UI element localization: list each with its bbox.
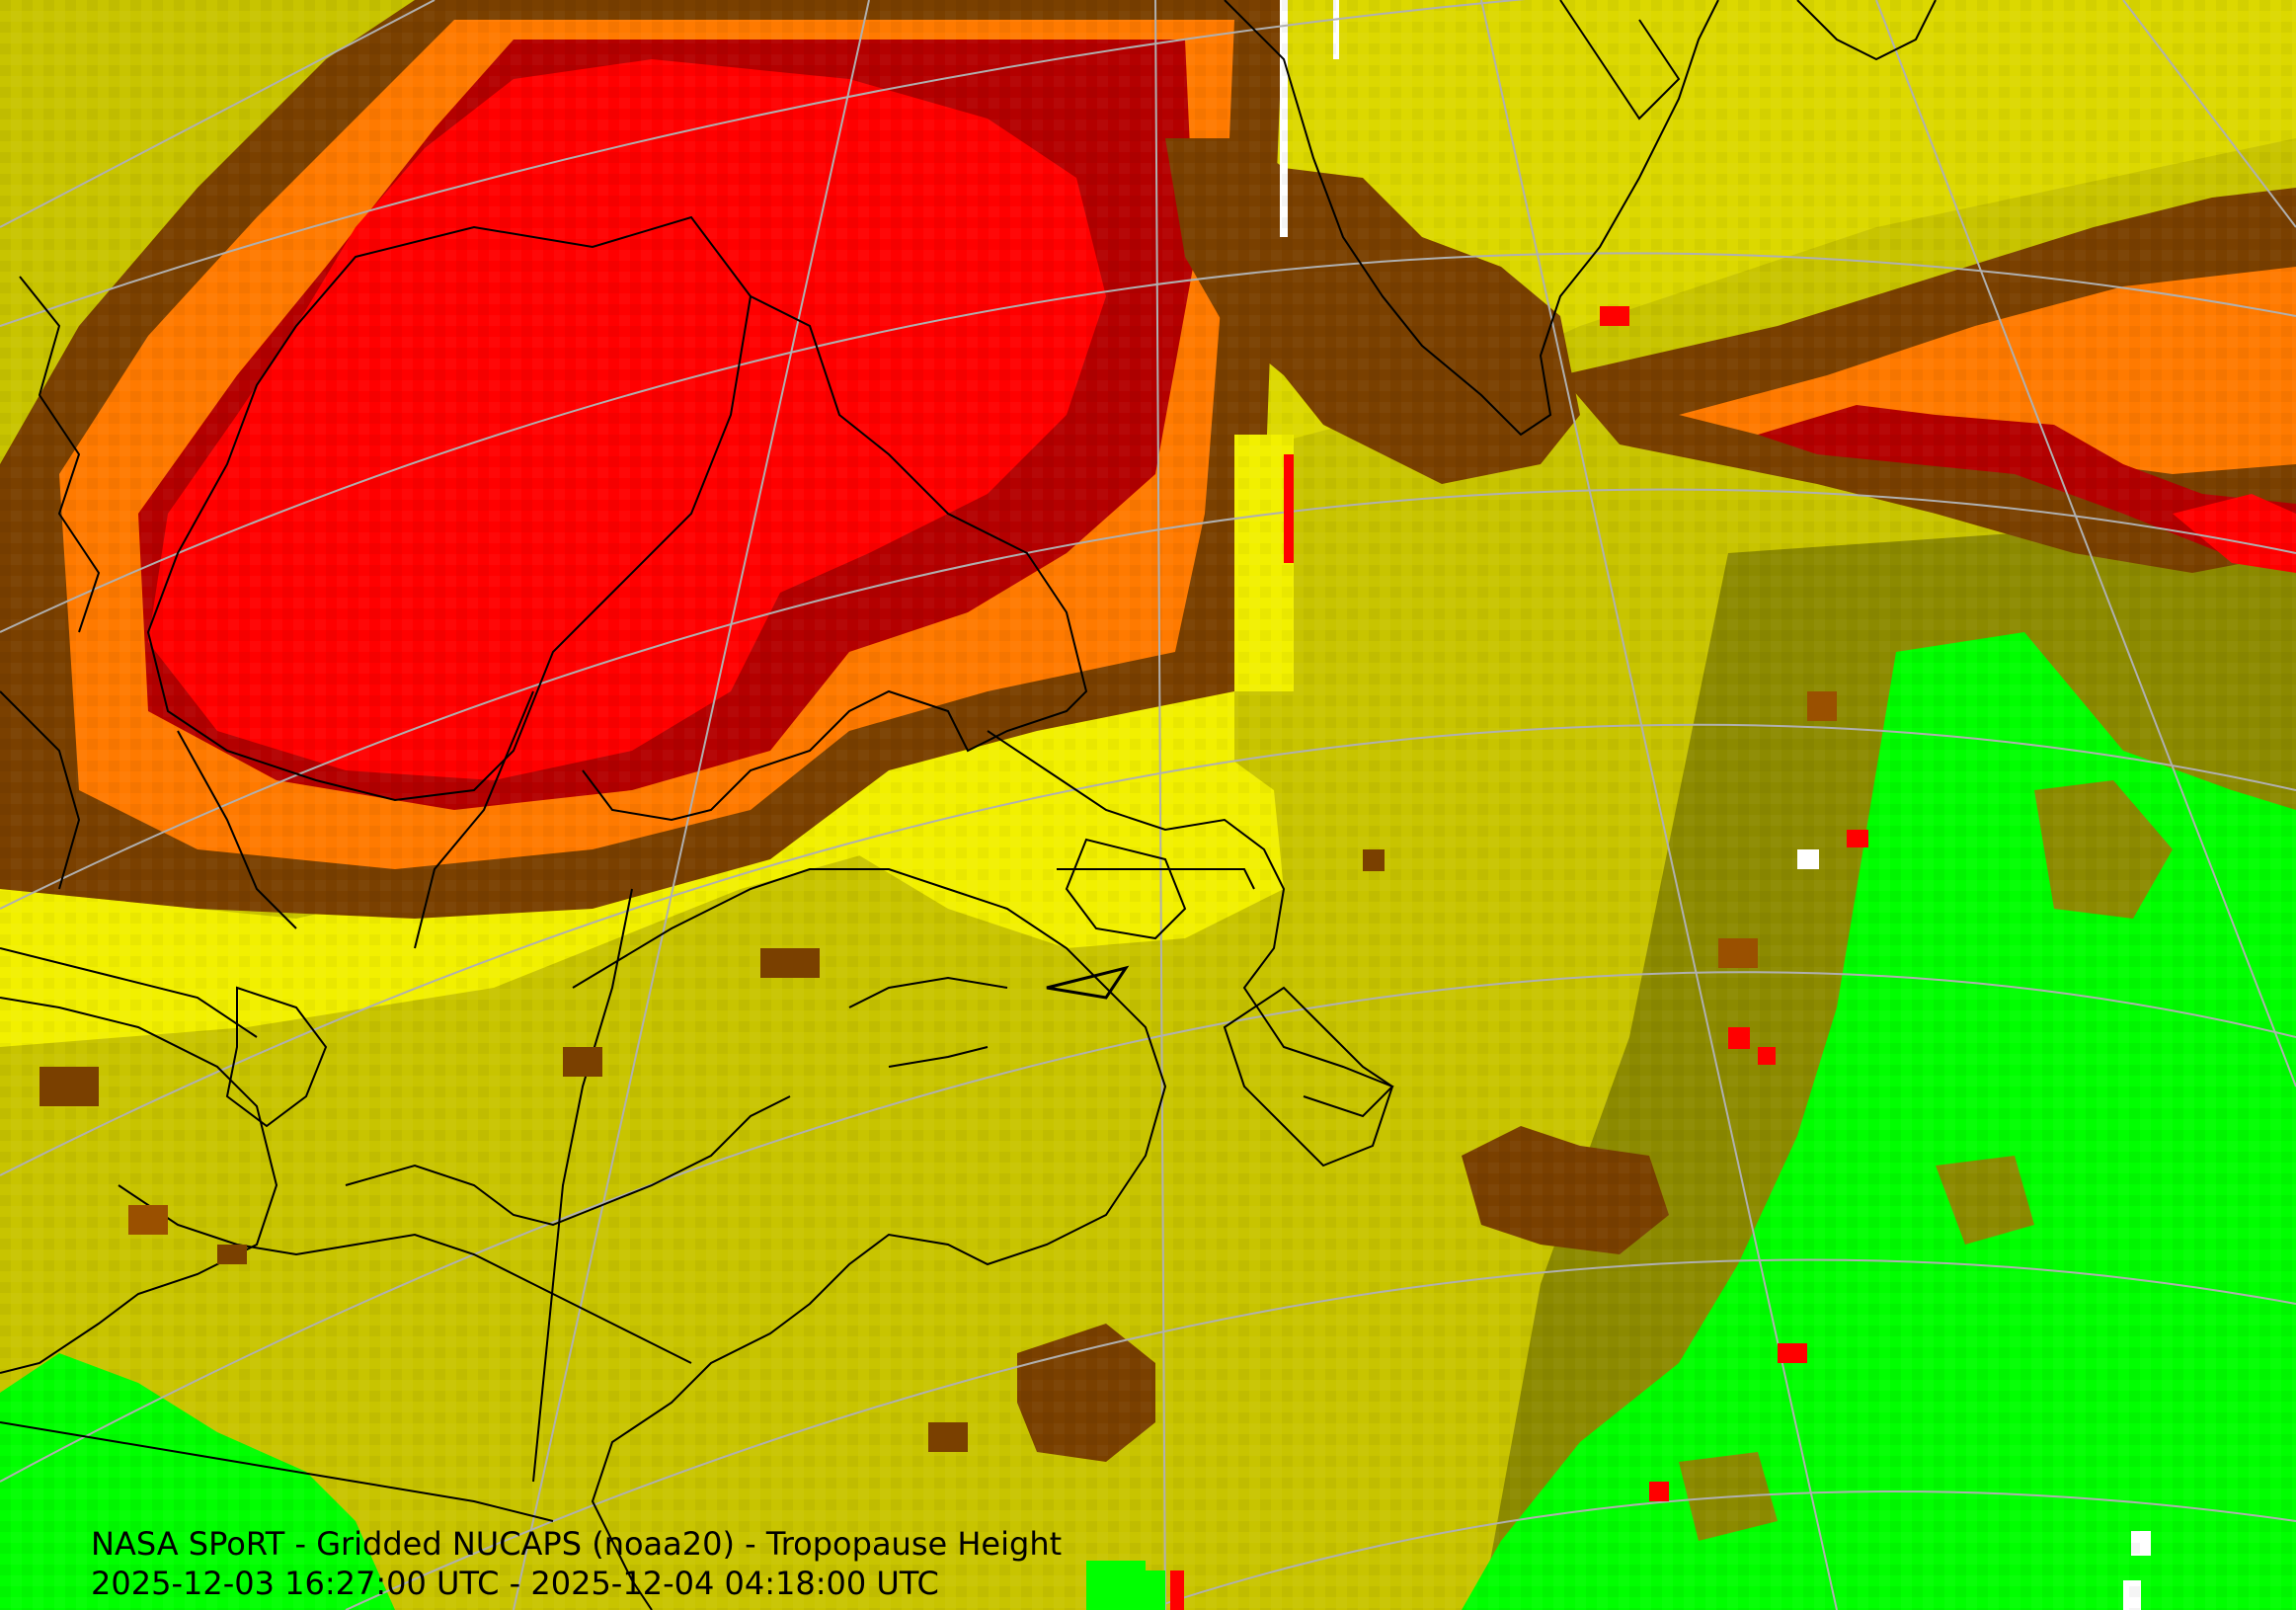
map-caption-time-range: 2025-12-03 16:27:00 UTC - 2025-12-04 04:… bbox=[91, 1565, 939, 1602]
coastlines bbox=[0, 0, 1937, 1610]
map-caption-title: NASA SPoRT - Gridded NUCAPS (noaa20) - T… bbox=[91, 1525, 1063, 1563]
scattered-pixels bbox=[40, 306, 1868, 1610]
